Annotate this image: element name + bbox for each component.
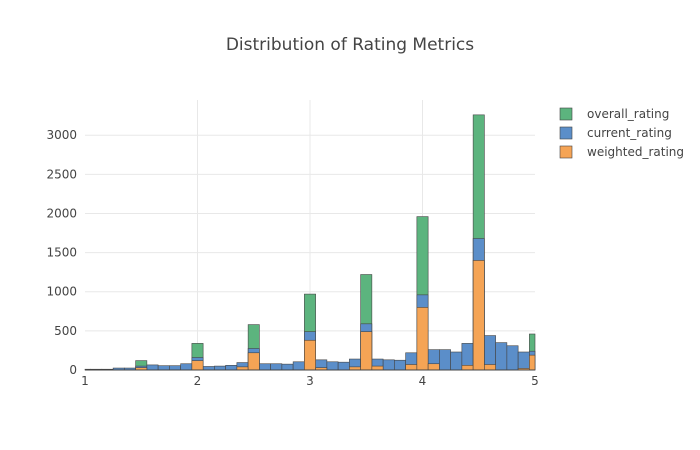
chart-title: Distribution of Rating Metrics xyxy=(226,35,474,55)
bar-weighted_rating[interactable] xyxy=(371,365,384,371)
bar-weighted_rating[interactable] xyxy=(416,307,429,371)
legend-swatch xyxy=(559,107,573,121)
bar-weighted_rating[interactable] xyxy=(360,331,373,371)
legend-swatch xyxy=(559,126,573,140)
legend-label: current_rating xyxy=(587,126,672,140)
y-tick-label: 500 xyxy=(54,324,77,338)
bars xyxy=(84,114,536,371)
bar-weighted_rating[interactable] xyxy=(529,354,536,371)
x-tick-label: 3 xyxy=(306,374,314,388)
bar-weighted_rating[interactable] xyxy=(427,363,440,371)
legend[interactable]: overall_rating current_rating weighted_rat… xyxy=(559,107,684,159)
legend-item-overall_rating[interactable]: overall_rating xyxy=(559,107,669,121)
bar-current_rating[interactable] xyxy=(202,366,215,371)
legend-swatch xyxy=(559,145,573,159)
bar-current_rating[interactable] xyxy=(337,361,350,371)
x-tick-label: 4 xyxy=(419,374,427,388)
bar-current_rating[interactable] xyxy=(450,351,463,371)
y-tick-label: 3000 xyxy=(46,128,77,142)
bar-current_rating[interactable] xyxy=(169,365,181,371)
y-tick-label: 1000 xyxy=(46,285,77,299)
bar-current_rating[interactable] xyxy=(495,342,508,371)
bar-weighted_rating[interactable] xyxy=(461,365,474,371)
bar-current_rating[interactable] xyxy=(326,361,339,371)
bar-current_rating[interactable] xyxy=(157,365,170,371)
bar-current_rating[interactable] xyxy=(259,363,271,371)
bar-weighted_rating[interactable] xyxy=(484,364,496,371)
y-tick-label: 2500 xyxy=(46,167,77,181)
x-tick-label: 5 xyxy=(531,374,539,388)
axes: 0 500 1000 1500 2000 2500 3000 1 2 3 4 5 xyxy=(46,128,538,388)
bar-current_rating[interactable] xyxy=(506,345,519,371)
bar-weighted_rating[interactable] xyxy=(191,360,204,371)
bar-current_rating[interactable] xyxy=(394,359,406,371)
bar-weighted_rating[interactable] xyxy=(405,364,418,371)
bar-current_rating[interactable] xyxy=(214,365,226,371)
legend-item-weighted_rating[interactable]: weighted_rating xyxy=(559,145,684,159)
series-weighted_rating xyxy=(135,260,536,371)
bar-weighted_rating[interactable] xyxy=(472,260,485,371)
bar-weighted_rating[interactable] xyxy=(304,339,316,371)
bar-current_rating[interactable] xyxy=(225,365,238,371)
legend-item-current_rating[interactable]: current_rating xyxy=(559,126,672,140)
bar-current_rating[interactable] xyxy=(270,363,283,371)
legend-label: overall_rating xyxy=(587,107,669,121)
bar-current_rating[interactable] xyxy=(382,359,395,371)
bar-weighted_rating[interactable] xyxy=(247,352,260,371)
bar-current_rating[interactable] xyxy=(281,363,294,371)
y-tick-label: 1500 xyxy=(46,246,77,260)
x-tick-label: 2 xyxy=(194,374,202,388)
x-tick-label: 1 xyxy=(81,374,89,388)
legend-label: weighted_rating xyxy=(587,145,684,159)
y-tick-label: 2000 xyxy=(46,206,77,220)
bar-current_rating[interactable] xyxy=(180,363,193,371)
bar-current_rating[interactable] xyxy=(292,361,305,371)
bar-current_rating[interactable] xyxy=(146,364,159,371)
bar-current_rating[interactable] xyxy=(517,351,530,371)
bar-current_rating[interactable] xyxy=(439,349,451,371)
y-tick-label: 0 xyxy=(69,363,77,377)
